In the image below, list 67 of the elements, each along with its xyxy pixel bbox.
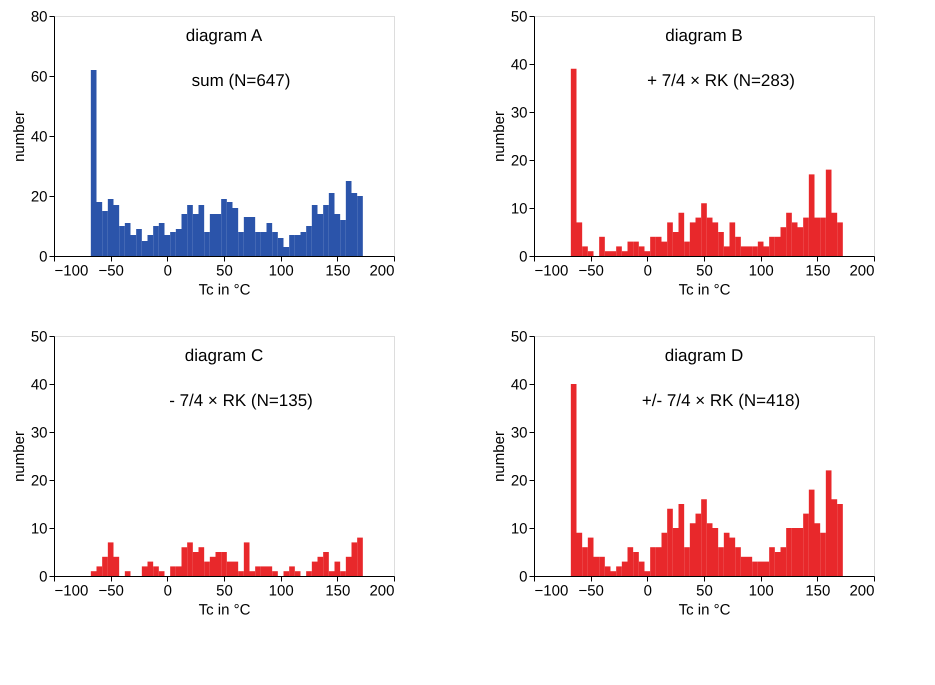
y-tick-label: 40: [30, 128, 48, 146]
x-tick-label: 0: [164, 582, 172, 600]
x-tick-label: 0: [644, 582, 652, 600]
y-tick-label: 0: [39, 248, 48, 266]
x-tick-label: 150: [325, 262, 350, 280]
text: diagram B: [665, 26, 743, 45]
x-tick-label: −100: [54, 262, 88, 280]
y-tick-label: 10: [510, 520, 528, 538]
y-tick-label: 0: [519, 568, 528, 586]
x-axis-title: Tc in °C: [678, 282, 731, 298]
x-tick-label: 200: [849, 582, 874, 600]
y-tick-label: 40: [510, 56, 528, 74]
x-tick-label: 200: [849, 262, 874, 280]
text: diagram D: [664, 346, 744, 365]
text: +/- 7/4 × RK (N=418): [642, 391, 800, 410]
x-tick-label: 50: [216, 262, 233, 280]
y-tick-label: 20: [30, 188, 48, 206]
x-tick-label: −100: [54, 582, 88, 600]
text: + 7/4 × RK (N=283): [647, 71, 795, 90]
y-tick-label: 0: [519, 248, 528, 266]
x-tick-label: 50: [696, 262, 713, 280]
text: diagram A: [186, 26, 263, 45]
y-tick-label: 80: [30, 8, 48, 26]
x-tick-label: −50: [98, 582, 124, 600]
text: sum (N=647): [192, 71, 290, 90]
x-tick-label: 200: [369, 262, 394, 280]
y-tick-label: 50: [510, 328, 528, 346]
x-tick-label: 200: [369, 582, 394, 600]
y-tick-label: 30: [510, 104, 528, 122]
x-tick-label: 0: [644, 262, 652, 280]
x-axis-title: Tc in °C: [198, 602, 251, 618]
y-axis-title: number: [10, 111, 28, 162]
y-tick-label: 50: [30, 328, 48, 346]
x-tick-label: −50: [578, 582, 604, 600]
x-tick-label: −100: [534, 262, 568, 280]
y-tick-label: 30: [510, 424, 528, 442]
x-axis-title: Tc in °C: [678, 602, 731, 618]
y-tick-label: 30: [30, 424, 48, 442]
text: diagram C: [184, 346, 264, 365]
x-tick-label: 150: [805, 262, 830, 280]
y-tick-label: 40: [510, 376, 528, 394]
y-tick-label: 0: [39, 568, 48, 586]
x-tick-label: 100: [748, 582, 774, 600]
x-tick-label: 150: [325, 582, 350, 600]
y-tick-label: 20: [30, 472, 48, 490]
y-axis-title: number: [490, 431, 508, 482]
text: - 7/4 × RK (N=135): [169, 391, 313, 410]
y-tick-label: 50: [510, 8, 528, 26]
x-tick-label: 50: [696, 582, 713, 600]
y-tick-label: 20: [510, 472, 528, 490]
y-tick-label: 40: [30, 376, 48, 394]
y-tick-label: 20: [510, 152, 528, 170]
x-tick-label: 150: [805, 582, 830, 600]
x-tick-label: −50: [98, 262, 124, 280]
x-axis-title: Tc in °C: [198, 282, 251, 298]
x-tick-label: 0: [164, 262, 172, 280]
y-tick-label: 60: [30, 68, 48, 86]
x-tick-label: 50: [216, 582, 233, 600]
y-tick-label: 10: [510, 200, 528, 218]
y-axis-title: number: [490, 111, 508, 162]
x-tick-label: 100: [748, 262, 774, 280]
y-tick-label: 10: [30, 520, 48, 538]
y-axis-title: number: [10, 431, 28, 482]
x-tick-label: 100: [268, 582, 294, 600]
x-tick-label: 100: [268, 262, 294, 280]
x-tick-label: −50: [578, 262, 604, 280]
x-tick-label: −100: [534, 582, 568, 600]
